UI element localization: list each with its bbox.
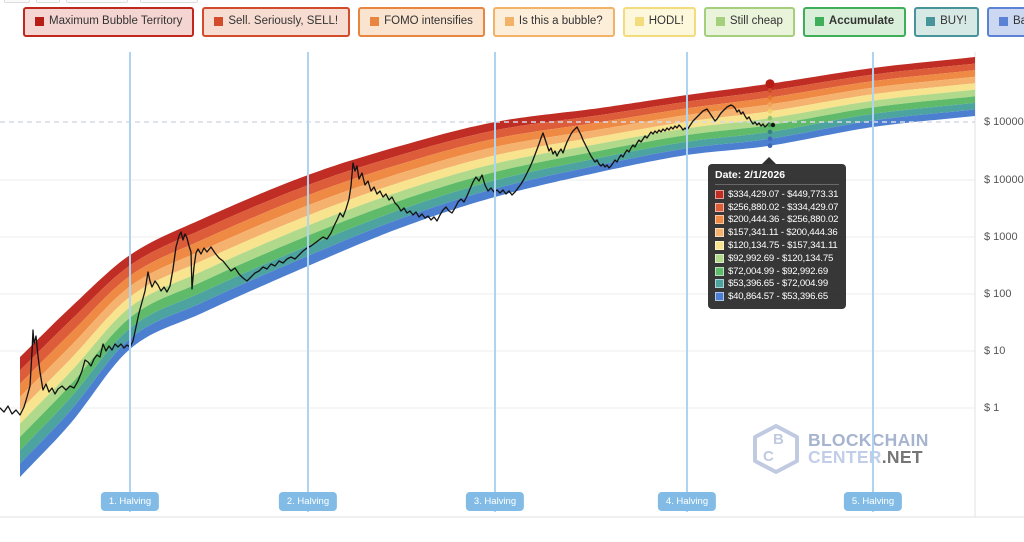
tooltip-swatch-icon bbox=[715, 266, 724, 276]
legend-swatch-icon bbox=[634, 17, 644, 27]
y-axis-tick-1000: $ 1000 bbox=[984, 231, 1018, 243]
legend-swatch-icon bbox=[998, 17, 1008, 27]
hover-tooltip: Date: 2/1/2026 $334,429.07 - $449,773.31… bbox=[708, 156, 846, 310]
tooltip-row: $92,992.69 - $120,134.75 bbox=[715, 252, 839, 265]
svg-text:B: B bbox=[773, 431, 784, 448]
legend-label: Accumulate bbox=[828, 15, 895, 27]
tooltip-range: $53,396.65 - $72,004.99 bbox=[728, 278, 828, 290]
legend-swatch-icon bbox=[926, 17, 936, 27]
legend-item-buy[interactable]: BUY! bbox=[914, 7, 979, 37]
legend-label: Basically a Fire Sale bbox=[1012, 15, 1024, 27]
tooltip-swatch-icon bbox=[715, 292, 724, 302]
tooltip-range: $334,429.07 - $449,773.31 bbox=[728, 188, 839, 200]
watermark-line2: CENTER bbox=[808, 447, 882, 467]
halving-label-3: 3. Halving bbox=[465, 492, 525, 511]
legend-label: Sell. Seriously, SELL! bbox=[228, 15, 339, 27]
legend-swatch-icon bbox=[35, 17, 44, 27]
y-axis-tick-10: $ 10 bbox=[984, 345, 1006, 357]
y-axis-tick-100: $ 100 bbox=[984, 288, 1012, 300]
legend-label: Is this a bubble? bbox=[518, 15, 603, 27]
tooltip-row: $40,864.57 - $53,396.65 bbox=[715, 290, 839, 303]
legend-label: BUY! bbox=[940, 15, 967, 27]
tooltip-swatch-icon bbox=[715, 215, 724, 225]
watermark-line1: BLOCKCHAIN bbox=[808, 430, 929, 450]
cropped-top-control bbox=[4, 0, 30, 3]
legend-label: Still cheap bbox=[729, 15, 783, 27]
legend-item-is-this-a-bubble[interactable]: Is this a bubble? bbox=[492, 7, 615, 37]
tooltip-row: $157,341.11 - $200,444.36 bbox=[715, 226, 839, 239]
watermark-suffix: .NET bbox=[881, 447, 923, 467]
legend-item-fomo-intensifies[interactable]: FOMO intensifies bbox=[358, 7, 485, 37]
legend-swatch-icon bbox=[504, 17, 514, 27]
cropped-top-control bbox=[140, 0, 198, 3]
halving-label-2: 2. Halving bbox=[278, 492, 338, 511]
tooltip-date: Date: 2/1/2026 bbox=[715, 169, 839, 185]
halving-label-1: 1. Halving bbox=[100, 492, 160, 511]
tooltip-swatch-icon bbox=[715, 279, 724, 289]
tooltip-row: $334,429.07 - $449,773.31 bbox=[715, 188, 839, 201]
legend-swatch-icon bbox=[814, 17, 824, 27]
legend-label: FOMO intensifies bbox=[384, 15, 473, 27]
cropped-top-control bbox=[66, 0, 128, 3]
tooltip-range: $40,864.57 - $53,396.65 bbox=[728, 291, 828, 303]
y-axis-tick-1: $ 1 bbox=[984, 402, 1000, 414]
legend-item-maximum-bubble-territory[interactable]: Maximum Bubble Territory bbox=[23, 7, 195, 37]
legend-item-still-cheap[interactable]: Still cheap bbox=[703, 7, 795, 37]
legend-item-basically-a-fire-sale[interactable]: Basically a Fire Sale bbox=[986, 7, 1024, 37]
legend-label: HODL! bbox=[648, 15, 684, 27]
tooltip-range: $92,992.69 - $120,134.75 bbox=[728, 252, 834, 264]
tooltip-row: $256,880.02 - $334,429.07 bbox=[715, 201, 839, 214]
tooltip-row: $200,444.36 - $256,880.02 bbox=[715, 214, 839, 227]
y-axis-tick-10000: $ 10000 bbox=[984, 174, 1024, 186]
svg-text:C: C bbox=[763, 448, 774, 465]
legend-swatch-icon bbox=[715, 17, 725, 27]
legend-swatch-icon bbox=[214, 17, 224, 27]
tooltip-row: $120,134.75 - $157,341.11 bbox=[715, 239, 839, 252]
tooltip-range: $157,341.11 - $200,444.36 bbox=[728, 227, 838, 239]
tooltip-swatch-icon bbox=[715, 202, 724, 212]
tooltip-swatch-icon bbox=[715, 241, 724, 251]
legend-swatch-icon bbox=[370, 17, 380, 27]
blockchaincenter-cube-logo-icon: B C bbox=[753, 424, 799, 474]
tooltip-row: $72,004.99 - $92,992.69 bbox=[715, 265, 839, 278]
tooltip-range: $200,444.36 - $256,880.02 bbox=[728, 214, 839, 226]
legend-item-sell-seriously-sell[interactable]: Sell. Seriously, SELL! bbox=[202, 7, 351, 37]
y-axis-tick-100000: $ 100000 bbox=[984, 116, 1024, 128]
tooltip-swatch-icon bbox=[715, 253, 724, 263]
halving-label-5: 5. Halving bbox=[843, 492, 903, 511]
cropped-top-control bbox=[36, 0, 60, 3]
tooltip-swatch-icon bbox=[715, 228, 724, 238]
band-legend: Maximum Bubble Territory Sell. Seriously… bbox=[23, 7, 1024, 37]
halving-label-4: 4. Halving bbox=[657, 492, 717, 511]
tooltip-range: $256,880.02 - $334,429.07 bbox=[728, 201, 839, 213]
tooltip-range: $72,004.99 - $92,992.69 bbox=[728, 265, 828, 277]
tooltip-row: $53,396.65 - $72,004.99 bbox=[715, 278, 839, 291]
tooltip-range: $120,134.75 - $157,341.11 bbox=[728, 240, 838, 252]
legend-item-accumulate[interactable]: Accumulate bbox=[802, 7, 907, 37]
blockchaincenter-watermark: B C BLOCKCHAIN CENTER.NET bbox=[750, 423, 929, 475]
tooltip-swatch-icon bbox=[715, 189, 724, 199]
legend-item-hodl[interactable]: HODL! bbox=[622, 7, 696, 37]
legend-label: Maximum Bubble Territory bbox=[49, 15, 183, 27]
